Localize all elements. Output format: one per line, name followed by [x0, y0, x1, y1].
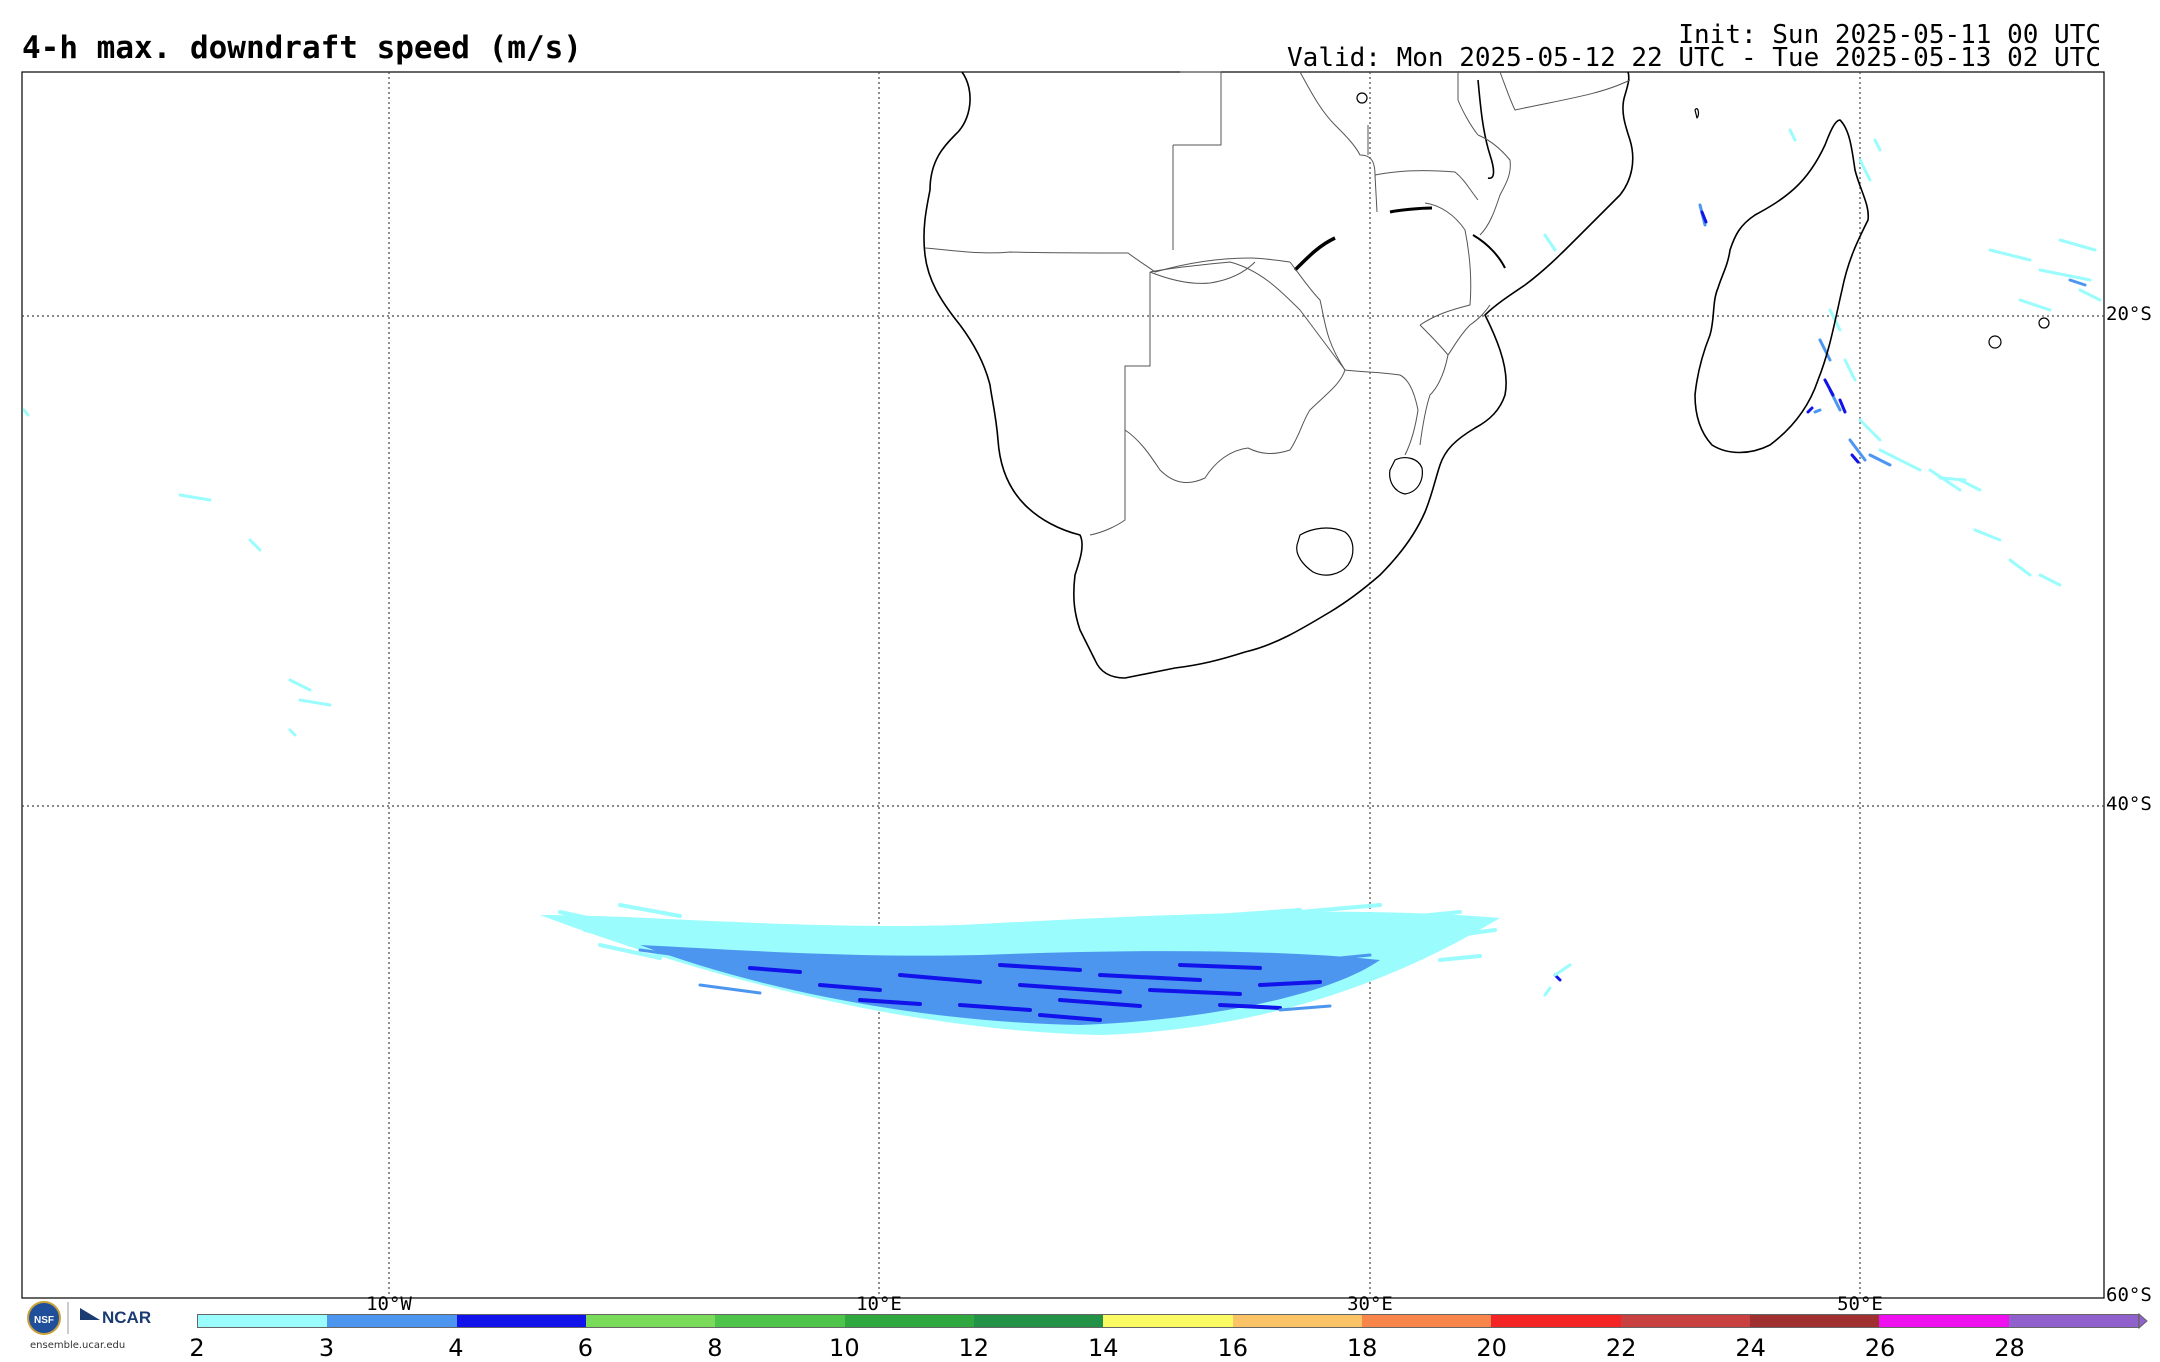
nsf-ncar-logo: NSF [27, 1301, 100, 1335]
ncar-mark-icon [80, 1308, 100, 1320]
init-time: Init: Sun 2025-05-11 00 UTC [1678, 20, 2101, 50]
downdraft-band [540, 903, 1500, 1035]
lake-kariba [1293, 236, 1336, 272]
colorbar-tick-label: 3 [318, 1334, 335, 1362]
colorbar-segment [456, 1315, 586, 1327]
lake-malawi [1477, 79, 1495, 179]
lat-label-60s: 60°S [2106, 1284, 2152, 1306]
island-mayotte [1694, 108, 1700, 119]
colorbar-tick-label: 12 [958, 1334, 990, 1362]
colorbar-segment [715, 1315, 845, 1327]
lat-label-40s: 40°S [2106, 793, 2152, 815]
africa-coast [923, 71, 1634, 679]
colorbar-tick-label: 18 [1346, 1334, 1378, 1362]
colorbar-extend-arrow [2138, 1312, 2148, 1330]
colorbar-tick-label: 6 [577, 1334, 594, 1362]
colorbar-segment [844, 1315, 974, 1327]
lesotho [1296, 527, 1354, 576]
colorbar-segment [1361, 1315, 1492, 1327]
graticule [22, 72, 2104, 1298]
colorbar [197, 1314, 2139, 1328]
colorbar-segment [973, 1315, 1104, 1327]
colorbar-segment [1749, 1315, 1880, 1327]
colorbar-segment [198, 1315, 328, 1327]
colorbar-tick-label: 4 [448, 1334, 464, 1362]
lon-label-10e: 10°E [856, 1293, 902, 1315]
lake-cahora [1472, 234, 1506, 269]
valid-time: Valid: Mon 2025-05-12 22 UTC - Tue 2025-… [1287, 43, 2101, 73]
island-mauritius [2038, 317, 2050, 329]
lat-label-20s: 20°S [2106, 303, 2152, 325]
colorbar-tick-label: 8 [707, 1334, 723, 1362]
country-borders [924, 71, 1631, 536]
colorbar-tick-label: 16 [1217, 1334, 1248, 1362]
nsf-globe-icon [27, 1301, 61, 1335]
colorbar-segment [1879, 1315, 2009, 1327]
map-frame [21, 71, 2105, 1299]
ncar-label: NCAR [102, 1308, 152, 1327]
map-title: 4-h max. downdraft speed (m/s) [22, 30, 582, 66]
colorbar-segment [585, 1315, 716, 1327]
colorbar-segment [1232, 1315, 1362, 1327]
lon-label-10w: 10°W [366, 1293, 412, 1315]
lake-tanganyika [1389, 206, 1433, 214]
colorbar-segment [2008, 1315, 2138, 1327]
lon-label-50e: 50°E [1837, 1293, 1883, 1315]
colorbar-tick-label: 20 [1476, 1334, 1507, 1362]
island-comoros [1356, 92, 1368, 104]
ensemble-url: ensemble.ucar.edu [30, 1340, 126, 1351]
colorbar-tick-label: 14 [1087, 1334, 1119, 1362]
downdraft-cells-east [22, 128, 2102, 997]
colorbar-segment [327, 1315, 457, 1327]
colorbar-tick-label: 22 [1605, 1334, 1637, 1362]
colorbar-tick-label: 2 [189, 1334, 205, 1362]
eswatini [1389, 457, 1423, 495]
colorbar-tick-label: 26 [1864, 1334, 1896, 1362]
colorbar-tick-label: 24 [1735, 1334, 1766, 1362]
island-reunion [1988, 335, 2002, 349]
colorbar-segment [1103, 1315, 1233, 1327]
colorbar-tick-label: 28 [1994, 1334, 2025, 1362]
coastlines [923, 71, 2050, 679]
madagascar-coast [1694, 119, 1870, 454]
svg-text:NSF: NSF [34, 1315, 54, 1326]
colorbar-segment [1620, 1315, 1750, 1327]
colorbar-segment [1491, 1315, 1621, 1327]
colorbar-tick-label: 10 [829, 1334, 860, 1362]
lon-label-30e: 30°E [1347, 1293, 1393, 1315]
